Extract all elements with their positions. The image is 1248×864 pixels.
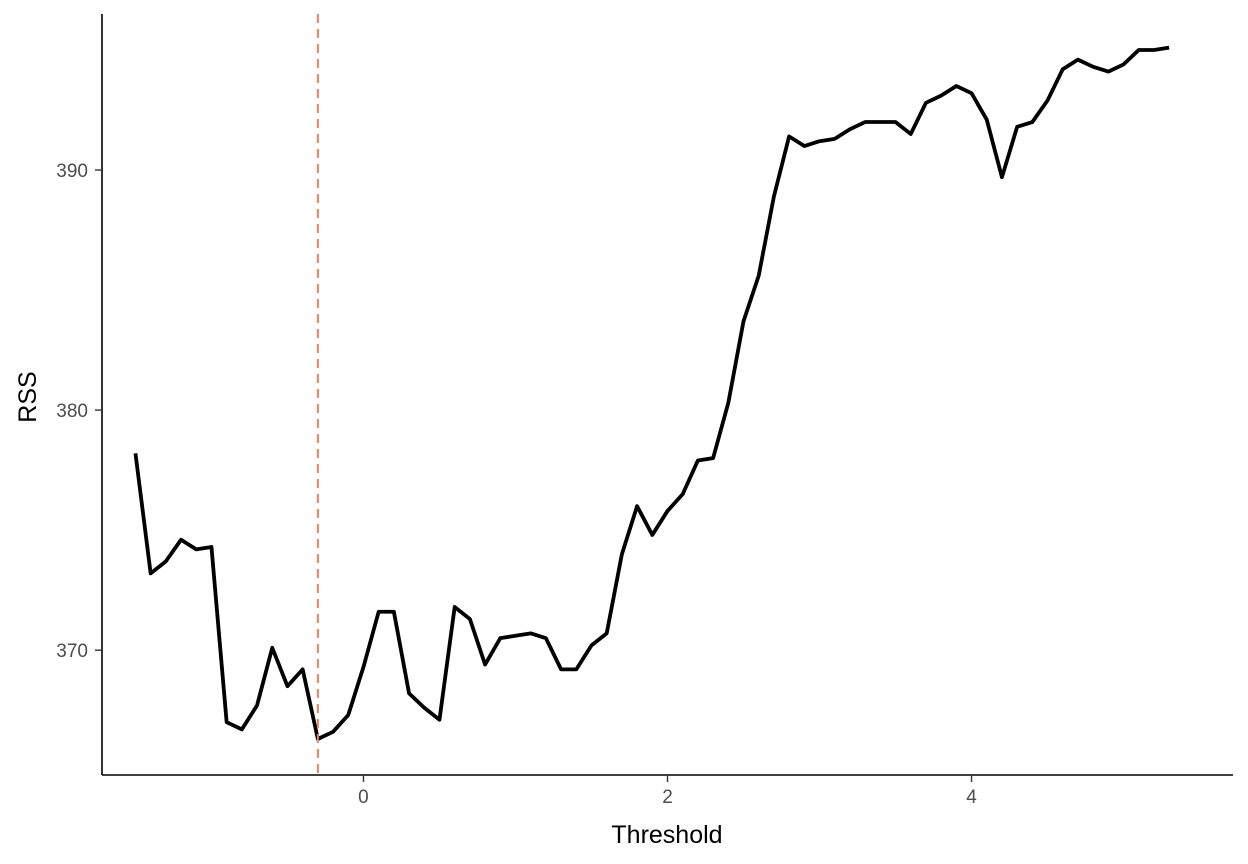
y-tick-label: 380 bbox=[56, 401, 88, 422]
plot-area bbox=[133, 14, 1170, 775]
y-tick-label: 370 bbox=[56, 641, 88, 662]
y-axis-title: RSS bbox=[14, 371, 42, 422]
y-tick-label: 390 bbox=[56, 161, 88, 182]
axes: 0 2 4 370 380 390 bbox=[56, 14, 1233, 808]
x-tick-label: 4 bbox=[966, 787, 977, 808]
series-line-0 bbox=[133, 45, 1170, 741]
x-tick-label: 2 bbox=[662, 787, 673, 808]
x-tick-label: 0 bbox=[358, 787, 369, 808]
x-axis-title: Threshold bbox=[611, 821, 722, 849]
